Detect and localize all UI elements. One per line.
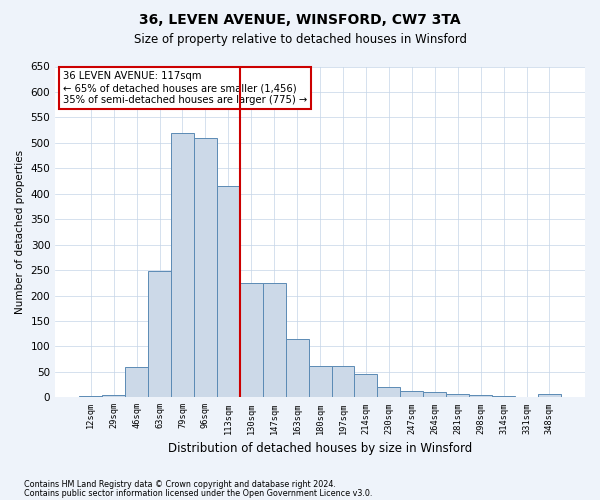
Bar bbox=[308, 366, 332, 398]
Bar bbox=[377, 387, 400, 398]
Text: Contains HM Land Registry data © Crown copyright and database right 2024.: Contains HM Land Registry data © Crown c… bbox=[24, 480, 336, 489]
Y-axis label: Number of detached properties: Number of detached properties bbox=[15, 150, 25, 314]
Bar bbox=[423, 392, 446, 398]
X-axis label: Distribution of detached houses by size in Winsford: Distribution of detached houses by size … bbox=[168, 442, 472, 455]
Text: 36 LEVEN AVENUE: 117sqm
← 65% of detached houses are smaller (1,456)
35% of semi: 36 LEVEN AVENUE: 117sqm ← 65% of detache… bbox=[63, 72, 307, 104]
Bar bbox=[469, 395, 492, 398]
Bar bbox=[79, 396, 102, 398]
Bar bbox=[263, 283, 286, 398]
Bar bbox=[355, 374, 377, 398]
Bar bbox=[446, 394, 469, 398]
Bar bbox=[171, 132, 194, 398]
Bar bbox=[400, 391, 423, 398]
Bar bbox=[492, 396, 515, 398]
Bar bbox=[240, 283, 263, 398]
Text: 36, LEVEN AVENUE, WINSFORD, CW7 3TA: 36, LEVEN AVENUE, WINSFORD, CW7 3TA bbox=[139, 12, 461, 26]
Bar bbox=[125, 367, 148, 398]
Bar bbox=[194, 138, 217, 398]
Bar bbox=[148, 271, 171, 398]
Bar bbox=[286, 339, 308, 398]
Bar bbox=[102, 395, 125, 398]
Bar bbox=[538, 394, 561, 398]
Text: Size of property relative to detached houses in Winsford: Size of property relative to detached ho… bbox=[133, 32, 467, 46]
Bar bbox=[332, 366, 355, 398]
Text: Contains public sector information licensed under the Open Government Licence v3: Contains public sector information licen… bbox=[24, 488, 373, 498]
Bar bbox=[217, 186, 240, 398]
